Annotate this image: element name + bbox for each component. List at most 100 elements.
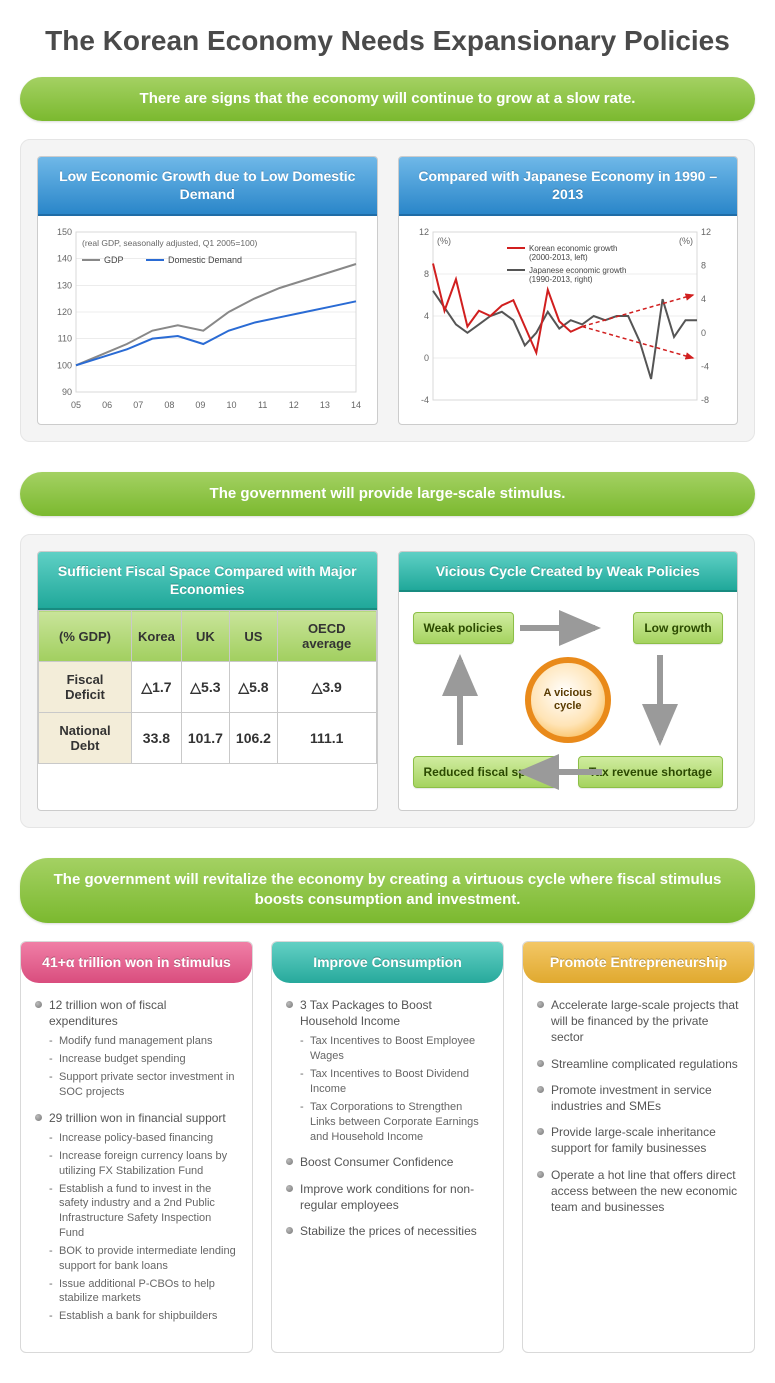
svg-text:-8: -8 bbox=[701, 395, 709, 405]
fiscal-cell: 106.2 bbox=[229, 713, 277, 764]
policy-subitem: BOK to provide intermediate lending supp… bbox=[49, 1244, 238, 1274]
svg-text:06: 06 bbox=[102, 400, 112, 410]
policy-subitem: Tax Corporations to Strengthen Links bet… bbox=[300, 1100, 489, 1145]
svg-text:8: 8 bbox=[701, 260, 706, 270]
fiscal-section: Sufficient Fiscal Space Compared with Ma… bbox=[20, 534, 755, 828]
svg-text:(2000-2013, left): (2000-2013, left) bbox=[529, 253, 588, 262]
page-title: The Korean Economy Needs Expansionary Po… bbox=[20, 25, 755, 57]
svg-text:08: 08 bbox=[164, 400, 174, 410]
svg-text:4: 4 bbox=[701, 294, 706, 304]
policy-subitem: Increase policy-based financing bbox=[49, 1131, 238, 1146]
svg-text:4: 4 bbox=[423, 311, 428, 321]
chart1-title: Low Economic Growth due to Low Domestic … bbox=[38, 157, 377, 215]
svg-text:0: 0 bbox=[423, 353, 428, 363]
policy-card-title: 41+α trillion won in stimulus bbox=[21, 942, 252, 984]
policy-subitem: Establish a bank for shipbuilders bbox=[49, 1309, 238, 1324]
chart2-svg: -4 0 4 8 12 -8 -4 0 4 8 12 (%) (%) Korean economic gr… bbox=[405, 224, 725, 414]
svg-text:110: 110 bbox=[58, 333, 72, 343]
svg-text:(1990-2013, right): (1990-2013, right) bbox=[529, 275, 593, 284]
chart2-title: Compared with Japanese Economy in 1990 –… bbox=[399, 157, 738, 215]
section-bar-3: The government will revitalize the econo… bbox=[20, 858, 755, 923]
policy-item: Accelerate large-scale projects that wil… bbox=[537, 997, 740, 1046]
policy-item: Provide large-scale inheritance support … bbox=[537, 1124, 740, 1156]
policy-item: Stabilize the prices of necessities bbox=[286, 1223, 489, 1239]
policy-subitem: Support private sector investment in SOC… bbox=[49, 1070, 238, 1100]
svg-text:12: 12 bbox=[289, 400, 299, 410]
cycle-box-bl: Reduced fiscal space bbox=[413, 756, 557, 788]
fiscal-table: (% GDP)KoreaUKUSOECD average Fiscal Defi… bbox=[38, 610, 377, 764]
svg-text:GDP: GDP bbox=[104, 255, 124, 265]
policy-columns: 41+α trillion won in stimulus 12 trillion… bbox=[20, 941, 755, 1354]
svg-text:(%): (%) bbox=[679, 236, 693, 246]
policy-card-title: Promote Entrepreneurship bbox=[523, 942, 754, 984]
fiscal-cell: 101.7 bbox=[181, 713, 229, 764]
section-bar-2: The government will provide large-scale … bbox=[20, 472, 755, 516]
svg-text:Korean economic growth: Korean economic growth bbox=[529, 244, 618, 253]
svg-text:14: 14 bbox=[351, 400, 361, 410]
policy-item: Boost Consumer Confidence bbox=[286, 1154, 489, 1170]
cycle-diagram: Weak policies Low growth Tax revenue sho… bbox=[405, 600, 732, 800]
policy-card: 41+α trillion won in stimulus 12 trillion… bbox=[20, 941, 253, 1354]
svg-text:13: 13 bbox=[320, 400, 330, 410]
fiscal-cell: 111.1 bbox=[277, 713, 376, 764]
svg-text:09: 09 bbox=[195, 400, 205, 410]
svg-text:(%): (%) bbox=[437, 236, 451, 246]
fiscal-cell: △1.7 bbox=[132, 662, 182, 713]
svg-text:90: 90 bbox=[62, 387, 72, 397]
chart2-card: Compared with Japanese Economy in 1990 –… bbox=[398, 156, 739, 424]
fiscal-cell: △5.3 bbox=[181, 662, 229, 713]
svg-text:12: 12 bbox=[701, 227, 711, 237]
policy-card-body: 3 Tax Packages to Boost Household Income… bbox=[272, 983, 503, 1267]
policy-card: Improve Consumption 3 Tax Packages to Boo… bbox=[271, 941, 504, 1354]
policy-item: Streamline complicated regulations bbox=[537, 1056, 740, 1072]
svg-text:-4: -4 bbox=[420, 395, 428, 405]
svg-text:(real GDP, seasonally adjusted: (real GDP, seasonally adjusted, Q1 2005=… bbox=[82, 238, 258, 248]
cycle-box-tl: Weak policies bbox=[413, 612, 514, 644]
fiscal-row-label: Fiscal Deficit bbox=[39, 662, 132, 713]
svg-text:07: 07 bbox=[133, 400, 143, 410]
policy-card-body: Accelerate large-scale projects that wil… bbox=[523, 983, 754, 1243]
svg-text:05: 05 bbox=[71, 400, 81, 410]
svg-text:Domestic Demand: Domestic Demand bbox=[168, 255, 242, 265]
policy-item: Improve work conditions for non-regular … bbox=[286, 1181, 489, 1213]
cycle-box-br: Tax revenue shortage bbox=[578, 756, 723, 788]
fiscal-col-header: (% GDP) bbox=[39, 611, 132, 662]
policy-subitem: Modify fund management plans bbox=[49, 1034, 238, 1049]
fiscal-row-label: National Debt bbox=[39, 713, 132, 764]
cycle-title: Vicious Cycle Created by Weak Policies bbox=[399, 552, 738, 592]
svg-text:Japanese economic growth: Japanese economic growth bbox=[529, 266, 626, 275]
svg-text:12: 12 bbox=[418, 227, 428, 237]
section-bar-1: There are signs that the economy will co… bbox=[20, 77, 755, 121]
cycle-box-tr: Low growth bbox=[633, 612, 723, 644]
fiscal-cell: △5.8 bbox=[229, 662, 277, 713]
policy-item: Operate a hot line that offers direct ac… bbox=[537, 1167, 740, 1216]
policy-card-title: Improve Consumption bbox=[272, 942, 503, 984]
policy-card: Promote Entrepreneurship Accelerate large… bbox=[522, 941, 755, 1354]
svg-text:150: 150 bbox=[57, 227, 72, 237]
svg-text:10: 10 bbox=[227, 400, 237, 410]
svg-text:130: 130 bbox=[57, 280, 72, 290]
svg-text:0: 0 bbox=[701, 327, 706, 337]
policy-item: 3 Tax Packages to Boost Household Income… bbox=[286, 997, 489, 1144]
fiscal-title: Sufficient Fiscal Space Compared with Ma… bbox=[38, 552, 377, 610]
cycle-card: Vicious Cycle Created by Weak Policies W… bbox=[398, 551, 739, 811]
svg-text:120: 120 bbox=[57, 307, 72, 317]
policy-item: 29 trillion won in financial supportIncr… bbox=[35, 1110, 238, 1324]
svg-text:140: 140 bbox=[57, 253, 72, 263]
fiscal-cell: 33.8 bbox=[132, 713, 182, 764]
policy-item: Promote investment in service industries… bbox=[537, 1082, 740, 1114]
charts-section: Low Economic Growth due to Low Domestic … bbox=[20, 139, 755, 441]
svg-text:-4: -4 bbox=[701, 361, 709, 371]
fiscal-col-header: UK bbox=[181, 611, 229, 662]
policy-subitem: Increase foreign currency loans by utili… bbox=[49, 1149, 238, 1179]
policy-card-body: 12 trillion won of fiscal expendituresMo… bbox=[21, 983, 252, 1352]
cycle-center: A vicious cycle bbox=[525, 657, 611, 743]
policy-subitem: Tax Incentives to Boost Employee Wages bbox=[300, 1034, 489, 1064]
svg-text:8: 8 bbox=[423, 269, 428, 279]
fiscal-col-header: US bbox=[229, 611, 277, 662]
policy-item: 12 trillion won of fiscal expendituresMo… bbox=[35, 997, 238, 1100]
policy-subitem: Issue additional P-CBOs to help stabiliz… bbox=[49, 1277, 238, 1307]
chart1-card: Low Economic Growth due to Low Domestic … bbox=[37, 156, 378, 424]
fiscal-cell: △3.9 bbox=[277, 662, 376, 713]
svg-text:11: 11 bbox=[258, 400, 267, 410]
